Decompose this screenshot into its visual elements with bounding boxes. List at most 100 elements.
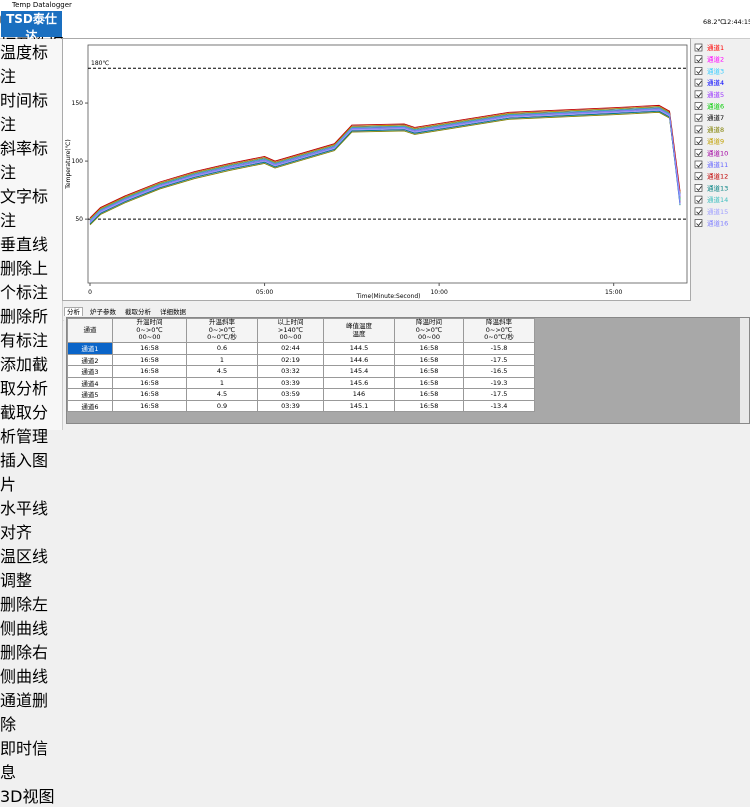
tab[interactable]: 分析: [64, 307, 83, 316]
header-line: 0~0℃/秒: [484, 333, 514, 342]
header-line: 00~00: [138, 333, 161, 342]
sidebar-label: 删除右侧曲线: [0, 643, 49, 686]
legend-label: 通道11: [707, 160, 728, 169]
table-cell: 16:58: [394, 399, 464, 412]
table-panel: 通道 升温时间 0~>0℃ 00~00 升温斜率 0~>0℃ 0~0℃/秒 以上时间 >140℃…: [66, 317, 750, 424]
tab[interactable]: 截取分析: [125, 308, 151, 316]
sidebar-button[interactable]: 时间标注: [0, 87, 62, 135]
reference-label: 180℃: [91, 60, 109, 67]
legend-label: 通道12: [707, 172, 728, 181]
legend-checkbox: [694, 137, 703, 145]
sidebar-button[interactable]: 删除右侧曲线: [0, 639, 62, 687]
sidebar-button[interactable]: 3D视图: [0, 783, 62, 807]
table-header-cell: 升温时间 0~>0℃ 00~00: [112, 318, 187, 343]
legend-label: 通道15: [707, 207, 728, 216]
sidebar-label: 斜率标注: [0, 139, 49, 182]
table-cell: 03:59: [257, 388, 324, 401]
header-title: 降温斜率: [486, 318, 512, 327]
legend-label: 通道2: [707, 55, 724, 64]
legend-checkbox: [694, 102, 703, 110]
legend-check: [696, 139, 702, 145]
table-row[interactable]: 通道1 16:58 0.6 02:44 144.5 16:58 -15.8: [67, 342, 535, 355]
logo: TSD泰仕达 苏州泰仕达电子科技有限公司: [1, 11, 62, 50]
sidebar-label: 删除上个标注: [0, 259, 49, 302]
sidebar-button[interactable]: 垂直线: [0, 231, 62, 255]
legend-checkbox: [694, 90, 703, 99]
table-row[interactable]: 通道6 16:58 0.9 03:39 145.1 16:58 -13.4: [67, 399, 535, 412]
table-cell: 146: [323, 388, 395, 401]
sidebar-button[interactable]: 截取分析管理: [0, 399, 62, 447]
series-line: [89, 111, 681, 226]
table-cell: 03:39: [257, 399, 324, 412]
sidebar-label: 添加截取分析: [0, 355, 49, 398]
sidebar-button[interactable]: 添加截取分析: [0, 351, 62, 399]
tab-bar: 分析 炉子参数 截取分析 详细数据: [64, 306, 193, 316]
table-cell: 1: [186, 376, 258, 389]
table-cell: 16:58: [112, 376, 187, 389]
table-cell: 16:58: [112, 353, 187, 366]
tab[interactable]: 详细数据: [160, 308, 186, 316]
sidebar-button[interactable]: 水平线: [0, 495, 62, 519]
table-cell: -19.3: [463, 376, 535, 389]
header-title: 以上时间: [277, 318, 304, 327]
table-cell: 144.6: [323, 353, 395, 366]
sidebar-button[interactable]: 文字标注: [0, 183, 62, 231]
legend-label: 通道13: [707, 183, 728, 192]
table-row[interactable]: 通道5 16:58 4.5 03:59 146 16:58 -17.5: [67, 388, 535, 401]
table-row[interactable]: 通道2 16:58 1 02:19 144.6 16:58 -17.5: [67, 353, 535, 366]
table-cell: 16:58: [112, 342, 187, 355]
sidebar-button[interactable]: 温度标注: [0, 39, 62, 87]
sidebar-button[interactable]: 斜率标注: [0, 135, 62, 183]
sidebar-button[interactable]: 删除左侧曲线: [0, 591, 62, 639]
legend-check: [696, 45, 702, 51]
legend-checkbox: [694, 113, 703, 122]
table-cell: 16:58: [112, 388, 187, 401]
legend-check: [696, 127, 702, 133]
sidebar-label: 温区线调整: [0, 547, 49, 590]
table-row[interactable]: 通道3 16:58 4.5 03:32 145.4 16:58 -16.5: [67, 365, 535, 378]
x-axis-title: Time(Minute:Second): [356, 293, 421, 300]
legend-label: 通道9: [707, 137, 724, 146]
x-tick-label: 10:00: [430, 289, 447, 296]
header-line: 0~>0℃: [485, 325, 513, 334]
table-cell: 16:58: [112, 399, 187, 412]
legend-label: 通道14: [707, 195, 728, 204]
sidebar-label: 温度标注: [0, 43, 49, 86]
legend-check: [696, 221, 702, 227]
sidebar-button[interactable]: 删除上个标注: [0, 255, 62, 303]
table-cell: 03:32: [257, 365, 324, 378]
sidebar-label: 通道删除: [0, 691, 49, 734]
table-cell: -17.5: [463, 388, 535, 401]
y-tick-label: 100: [72, 158, 84, 165]
sidebar-label: 删除左侧曲线: [0, 595, 49, 638]
legend-check: [696, 209, 702, 215]
legend-label: 通道4: [707, 78, 724, 87]
table-cell: 145.4: [323, 365, 395, 378]
header-line: 00~00: [279, 333, 302, 342]
legend-checkbox: [694, 160, 703, 169]
table-cell: 16:58: [394, 342, 464, 355]
legend-check: [696, 174, 702, 180]
sidebar-label: 截取分析管理: [0, 403, 49, 446]
table-cell: -15.8: [463, 342, 535, 355]
sidebar-button[interactable]: 通道删除: [0, 687, 62, 735]
x-tick-label: 0: [88, 289, 92, 296]
x-tick-label: 05:00: [256, 289, 273, 296]
sidebar-button[interactable]: 即时信息: [0, 735, 62, 783]
table-cell: 1: [186, 353, 258, 366]
sidebar-button[interactable]: 删除所有标注: [0, 303, 62, 351]
title-bar: Temp Datalogger: [0, 0, 750, 10]
legend-checkbox: [694, 78, 703, 87]
sidebar-button[interactable]: 温区线调整: [0, 543, 62, 591]
legend-label: 通道16: [707, 219, 728, 228]
table-cell: 16:58: [112, 365, 187, 378]
sidebar-label: 时间标注: [0, 91, 49, 134]
sidebar-label: 水平线: [0, 499, 49, 518]
tab[interactable]: 炉子参数: [90, 308, 116, 316]
plot-area: [87, 44, 688, 284]
sidebar-button[interactable]: 插入图片: [0, 447, 62, 495]
table-cell: -13.4: [463, 399, 535, 412]
table-row[interactable]: 通道4 16:58 1 03:39 145.6 16:58 -19.3: [67, 376, 535, 389]
sidebar-button[interactable]: 对齐: [0, 519, 62, 543]
